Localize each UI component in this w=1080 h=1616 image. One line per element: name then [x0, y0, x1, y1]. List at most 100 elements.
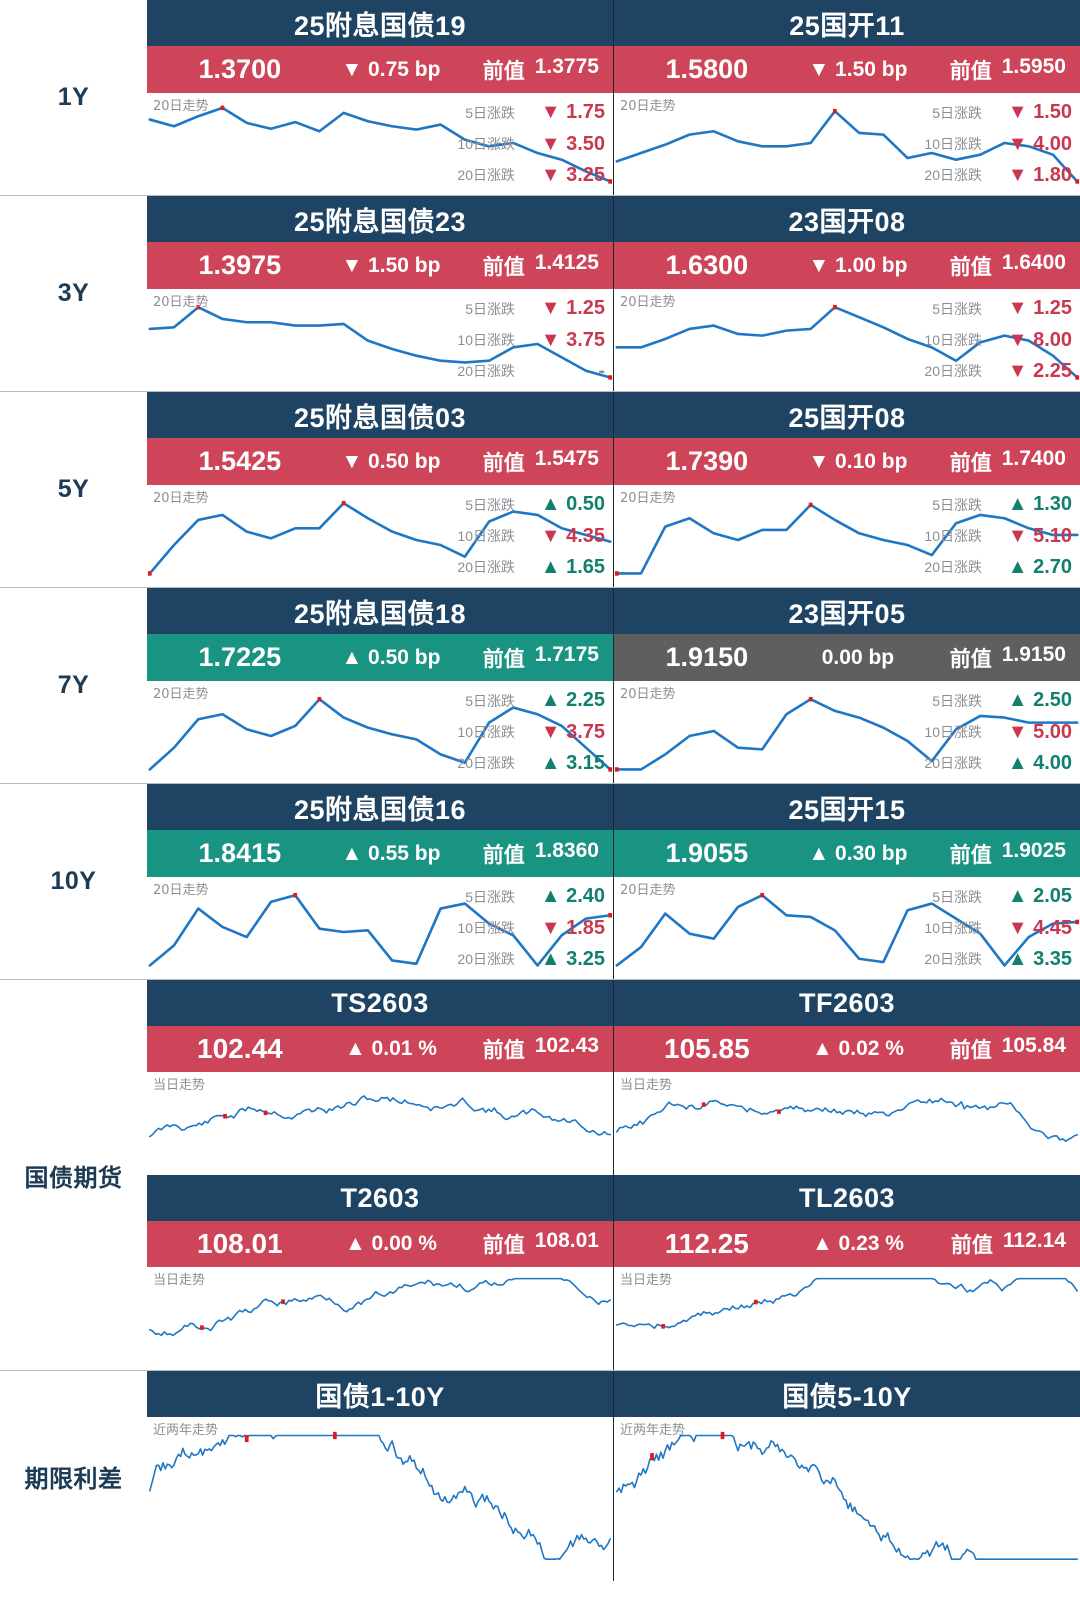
futures-cell[interactable]: T2603 108.01 ▲ 0.00 % 前值 108.01 当日走势	[147, 1175, 613, 1370]
row-cells[interactable]: 25附息国债19 1.3700 ▼ 0.75 bp 前值 1.3775 20日走势 5日涨跌…	[147, 0, 1080, 195]
change-bp: ▲ 0.30 bp	[808, 841, 908, 865]
sparkline-window-label: 20日走势	[153, 687, 209, 702]
futures-subrow[interactable]: T2603 108.01 ▲ 0.00 % 前值 108.01 当日走势 TL2603 112…	[147, 1175, 1080, 1370]
bond-cell[interactable]: 25附息国债18 1.7225 ▲ 0.50 bp 前值 1.7175 20日走势 5日涨跌…	[147, 588, 613, 783]
sparkline-window-label: 近两年走势	[620, 1423, 686, 1438]
futures-cell[interactable]: TS2603 102.44 ▲ 0.01 % 前值 102.43 当日走势	[147, 980, 613, 1175]
board-row[interactable]: 国债期货 TS2603 102.44 ▲ 0.01 % 前值 102.43 当日走势 TF26…	[0, 980, 1080, 1371]
quote-bar: 1.7390 ▼ 0.10 bp 前值 1.7400	[614, 438, 1080, 485]
spread-cell[interactable]: 国债5-10Y 近两年走势	[613, 1371, 1080, 1581]
sparkline-area[interactable]: 20日走势 5日涨跌 ▼ 1.50 10日涨跌 ▼ 4.00 20日涨跌 ▼ 1.80	[614, 93, 1080, 195]
previous-label: 前值	[482, 451, 525, 475]
sparkline-area[interactable]: 20日走势 5日涨跌 ▼ 1.25 10日涨跌 ▼ 8.00 20日涨跌 ▼ 2.25	[614, 289, 1080, 391]
previous-label: 前值	[949, 843, 992, 867]
row-cells[interactable]: 25附息国债16 1.8415 ▲ 0.55 bp 前值 1.8360 20日走势 5日涨跌…	[147, 784, 1080, 979]
last-price: 1.7225	[198, 642, 282, 672]
sparkline-window-label: 20日走势	[620, 491, 676, 506]
sparkline-area[interactable]: 20日走势 5日涨跌 ▲ 2.25 10日涨跌 ▼ 3.75 20日涨跌 ▲ 3.15	[147, 681, 613, 783]
previous-label: 前值	[949, 1039, 992, 1062]
instrument-title: TF2603	[614, 980, 1080, 1026]
futures-stack[interactable]: TS2603 102.44 ▲ 0.01 % 前值 102.43 当日走势 TF2603 10…	[147, 980, 1080, 1370]
last-price: 1.9150	[665, 642, 749, 672]
board-row[interactable]: 1Y 25附息国债19 1.3700 ▼ 0.75 bp 前值 1.3775 20日走势 5日…	[0, 0, 1080, 196]
sparkline-area[interactable]: 当日走势	[614, 1072, 1080, 1175]
row-cells[interactable]: 25附息国债18 1.7225 ▲ 0.50 bp 前值 1.7175 20日走势 5日涨跌…	[147, 588, 1080, 783]
board-row[interactable]: 10Y 25附息国债16 1.8415 ▲ 0.55 bp 前值 1.8360 20日走势 5…	[0, 784, 1080, 980]
sparkline-area[interactable]: 20日走势 5日涨跌 ▲ 2.50 10日涨跌 ▼ 5.00 20日涨跌 ▲ 4.00	[614, 681, 1080, 783]
previous-label: 前值	[950, 1234, 993, 1257]
sparkline-area[interactable]: 近两年走势	[147, 1417, 613, 1581]
quote-bar: 108.01 ▲ 0.00 % 前值 108.01	[147, 1221, 613, 1267]
change-percent: ▲ 0.23 %	[811, 1232, 904, 1255]
instrument-title: 25国开08	[614, 392, 1080, 438]
change-bp: 0.00 bp	[821, 645, 895, 669]
change-bp: ▲ 0.55 bp	[341, 841, 441, 865]
previous-close: 前值 1.3775	[463, 55, 599, 85]
sparkline-window-label: 20日走势	[153, 99, 209, 114]
change-bp: ▼ 1.50 bp	[341, 253, 441, 277]
previous-close: 前值 102.43	[463, 1034, 599, 1064]
bond-cell[interactable]: 25附息国债16 1.8415 ▲ 0.55 bp 前值 1.8360 20日走势 5日涨跌…	[147, 784, 613, 979]
instrument-title: TS2603	[147, 980, 613, 1026]
bond-cell[interactable]: 25附息国债03 1.5425 ▼ 0.50 bp 前值 1.5475 20日走势 5日涨跌…	[147, 392, 613, 587]
row-cells[interactable]: 国债1-10Y 近两年走势 国债5-10Y 近两年走势	[147, 1371, 1080, 1581]
instrument-title: 23国开08	[614, 196, 1080, 242]
previous-value: 1.5475	[534, 446, 599, 470]
sparkline-area[interactable]: 20日走势 5日涨跌 ▼ 1.25 10日涨跌 ▼ 3.75 20日涨跌 -	[147, 289, 613, 391]
previous-label: 前值	[949, 59, 992, 83]
row-label-期限利差: 期限利差	[0, 1371, 147, 1581]
instrument-title: TL2603	[614, 1175, 1080, 1221]
previous-value: 1.7400	[1001, 446, 1066, 470]
board-row[interactable]: 5Y 25附息国债03 1.5425 ▼ 0.50 bp 前值 1.5475 20日走势 5日…	[0, 392, 1080, 588]
last-price: 1.5800	[665, 54, 749, 84]
quote-bar: 1.5425 ▼ 0.50 bp 前值 1.5475	[147, 438, 613, 485]
instrument-title: 25国开11	[614, 0, 1080, 46]
previous-value: 1.6400	[1001, 250, 1066, 274]
last-price: 112.25	[664, 1228, 749, 1259]
previous-label: 前值	[949, 255, 992, 279]
bond-cell[interactable]: 23国开08 1.6300 ▼ 1.00 bp 前值 1.6400 20日走势 5日涨跌 ▼ …	[613, 196, 1080, 391]
row-cells[interactable]: 25附息国债23 1.3975 ▼ 1.50 bp 前值 1.4125 20日走势 5日涨跌…	[147, 196, 1080, 391]
sparkline-area[interactable]: 20日走势 5日涨跌 ▲ 0.50 10日涨跌 ▼ 4.35 20日涨跌 ▲ 1.65	[147, 485, 613, 587]
sparkline-window-label: 当日走势	[620, 1273, 673, 1288]
quote-bar: 112.25 ▲ 0.23 % 前值 112.14	[614, 1221, 1080, 1267]
bond-cell[interactable]: 25国开08 1.7390 ▼ 0.10 bp 前值 1.7400 20日走势 5日涨跌 ▲ …	[613, 392, 1080, 587]
futures-subrow[interactable]: TS2603 102.44 ▲ 0.01 % 前值 102.43 当日走势 TF2603 10…	[147, 980, 1080, 1175]
spread-cell[interactable]: 国债1-10Y 近两年走势	[147, 1371, 613, 1581]
sparkline-window-label: 当日走势	[153, 1078, 206, 1093]
sparkline-area[interactable]: 近两年走势	[614, 1417, 1080, 1581]
quote-bar: 1.8415 ▲ 0.55 bp 前值 1.8360	[147, 830, 613, 877]
sparkline-area[interactable]: 20日走势 5日涨跌 ▲ 2.05 10日涨跌 ▼ 4.45 20日涨跌 ▲ 3.35	[614, 877, 1080, 979]
bond-cell[interactable]: 25国开11 1.5800 ▼ 1.50 bp 前值 1.5950 20日走势 5日涨跌 ▼ …	[613, 0, 1080, 195]
instrument-title: 25附息国债19	[147, 0, 613, 46]
previous-close: 前值 1.7175	[463, 643, 599, 673]
sparkline-area[interactable]: 当日走势	[147, 1267, 613, 1370]
board-row[interactable]: 7Y 25附息国债18 1.7225 ▲ 0.50 bp 前值 1.7175 20日走势 5日…	[0, 588, 1080, 784]
sparkline-window-label: 20日走势	[153, 295, 209, 310]
futures-cell[interactable]: TL2603 112.25 ▲ 0.23 % 前值 112.14 当日走势	[613, 1175, 1080, 1370]
instrument-title: 23国开05	[614, 588, 1080, 634]
futures-cell[interactable]: TF2603 105.85 ▲ 0.02 % 前值 105.84 当日走势	[613, 980, 1080, 1175]
board-row[interactable]: 3Y 25附息国债23 1.3975 ▼ 1.50 bp 前值 1.4125 20日走势 5日…	[0, 196, 1080, 392]
quote-bar: 1.7225 ▲ 0.50 bp 前值 1.7175	[147, 634, 613, 681]
quote-bar: 1.3975 ▼ 1.50 bp 前值 1.4125	[147, 242, 613, 289]
sparkline-area[interactable]: 当日走势	[147, 1072, 613, 1175]
sparkline-area[interactable]: 当日走势	[614, 1267, 1080, 1370]
instrument-title: 25附息国债18	[147, 588, 613, 634]
bond-cell[interactable]: 25附息国债19 1.3700 ▼ 0.75 bp 前值 1.3775 20日走势 5日涨跌…	[147, 0, 613, 195]
bond-cell[interactable]: 23国开05 1.9150 0.00 bp 前值 1.9150 20日走势 5日涨跌 ▲ 2.…	[613, 588, 1080, 783]
sparkline-area[interactable]: 20日走势 5日涨跌 ▲ 1.30 10日涨跌 ▼ 5.10 20日涨跌 ▲ 2.70	[614, 485, 1080, 587]
last-price: 108.01	[197, 1228, 283, 1259]
sparkline-area[interactable]: 20日走势 5日涨跌 ▼ 1.75 10日涨跌 ▼ 3.50 20日涨跌 ▼ 3.25	[147, 93, 613, 195]
row-cells[interactable]: 25附息国债03 1.5425 ▼ 0.50 bp 前值 1.5475 20日走势 5日涨跌…	[147, 392, 1080, 587]
row-label-1Y: 1Y	[0, 0, 147, 195]
bond-cell[interactable]: 25附息国债23 1.3975 ▼ 1.50 bp 前值 1.4125 20日走势 5日涨跌…	[147, 196, 613, 391]
instrument-title: 25国开15	[614, 784, 1080, 830]
previous-value: 1.5950	[1001, 54, 1066, 78]
board-row[interactable]: 期限利差 国债1-10Y 近两年走势 国债5-10Y 近两年走势	[0, 1371, 1080, 1581]
sparkline-area[interactable]: 20日走势 5日涨跌 ▲ 2.40 10日涨跌 ▼ 1.85 20日涨跌 ▲ 3.25	[147, 877, 613, 979]
last-price: 105.85	[664, 1033, 750, 1064]
bond-cell[interactable]: 25国开15 1.9055 ▲ 0.30 bp 前值 1.9025 20日走势 5日涨跌 ▲ …	[613, 784, 1080, 979]
previous-close: 前值 1.4125	[463, 251, 599, 281]
